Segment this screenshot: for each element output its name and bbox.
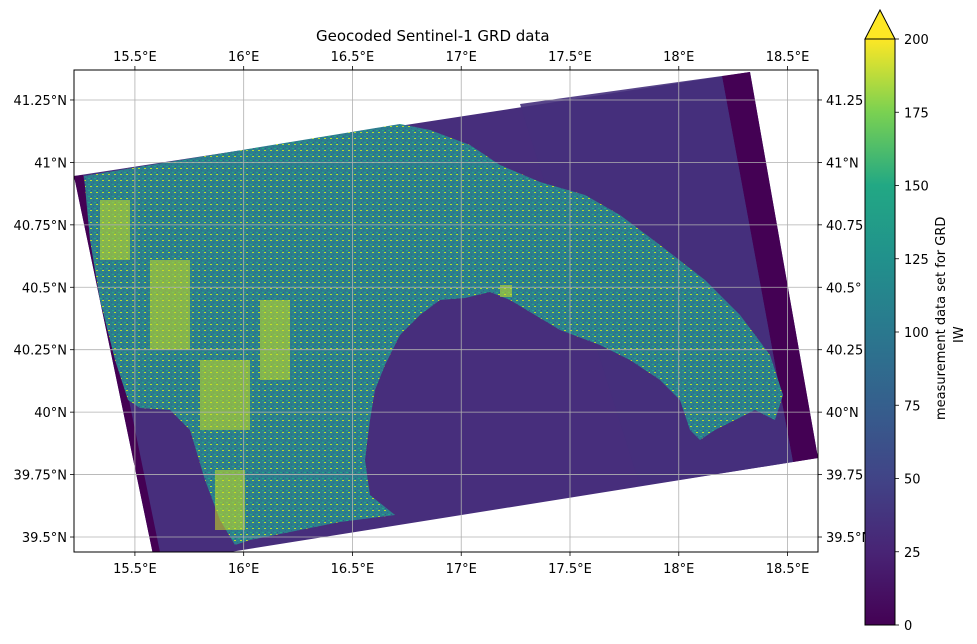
map-title: Geocoded Sentinel-1 GRD data xyxy=(316,27,550,45)
lon-tick-label-top: 18°E xyxy=(663,50,694,65)
lon-tick-label-bottom: 15.5°E xyxy=(113,562,157,577)
lon-tick-label-bottom: 17°E xyxy=(446,562,477,577)
colorbar-tick-label: 175 xyxy=(904,106,929,121)
lat-tick-label-right: 40.25 xyxy=(826,344,863,359)
land-area xyxy=(84,124,783,545)
lat-tick-label-right: 40.5° xyxy=(826,281,861,296)
lon-tick-label-bottom: 18.5°E xyxy=(766,562,810,577)
lat-tick-label-right: 39.5°N xyxy=(826,531,871,546)
colorbar-label: measurement data set for GRD xyxy=(934,216,950,420)
colorbar-tick-label: 100 xyxy=(904,326,929,341)
lon-tick-label-top: 16.5°E xyxy=(331,50,375,65)
lon-tick-label-top: 17°E xyxy=(446,50,477,65)
colorbar: 0 25 50 75 100 125 150 175 200 xyxy=(864,8,929,634)
colorbar-tick-label: 125 xyxy=(904,253,929,268)
colorbar-tick-label: 50 xyxy=(904,473,921,488)
colorbar-tick-label: 150 xyxy=(904,180,929,195)
lat-tick-label-left: 40.75°N xyxy=(14,219,67,234)
lat-tick-label-right: 40°N xyxy=(826,406,859,421)
lon-tick-label-bottom: 18°E xyxy=(663,562,694,577)
map-frame xyxy=(73,69,819,553)
lat-tick-label-left: 40.25°N xyxy=(14,344,67,359)
lat-tick-label-right: 41°N xyxy=(826,156,859,171)
lon-tick-label-bottom: 16.5°E xyxy=(331,562,375,577)
colorbar-extend-triangle xyxy=(864,8,896,40)
colorbar-tick-label: 200 xyxy=(904,33,929,48)
lat-tick-label-left: 41.25°N xyxy=(14,94,67,109)
lat-tick-label-left: 39.5°N xyxy=(22,531,67,546)
map-gridlines xyxy=(74,70,818,552)
colorbar-fill xyxy=(864,38,896,626)
lat-tick-label-left: 40°N xyxy=(34,406,67,421)
colorbar-tick-label: 75 xyxy=(904,399,921,414)
lat-tick-label-right: 41.25 xyxy=(826,94,863,109)
lat-tick-label-right: 40.75 xyxy=(826,219,863,234)
lon-tick-label-top: 16°E xyxy=(228,50,259,65)
colorbar-label-line2: IW xyxy=(952,326,967,343)
lon-tick-label-top: 15.5°E xyxy=(113,50,157,65)
lon-tick-label-bottom: 16°E xyxy=(228,562,259,577)
lat-tick-label-left: 39.75°N xyxy=(14,469,67,484)
lat-tick-label-left: 41°N xyxy=(34,156,67,171)
lon-tick-label-top: 18.5°E xyxy=(766,50,810,65)
colorbar-tick-label: 0 xyxy=(904,619,912,634)
lon-tick-label-top: 17.5°E xyxy=(548,50,592,65)
lat-tick-label-right: 39.75 xyxy=(826,469,863,484)
colorbar-tick-label: 25 xyxy=(904,546,921,561)
lat-tick-label-left: 40.5°N xyxy=(22,281,67,296)
lon-tick-label-bottom: 17.5°E xyxy=(548,562,592,577)
nodata-strip-right xyxy=(722,72,818,462)
colorbar-label-line1: measurement data set for GRD xyxy=(934,216,949,420)
